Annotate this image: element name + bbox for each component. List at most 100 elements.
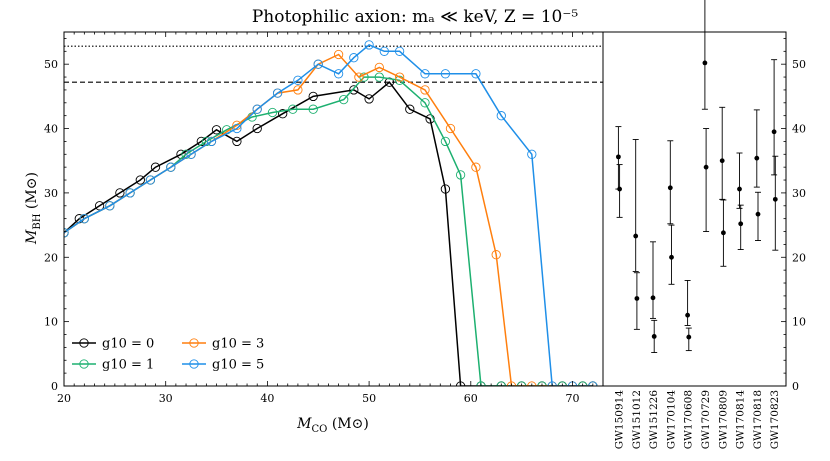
series-3-point — [105, 201, 115, 211]
legend-swatch-marker — [189, 359, 199, 369]
legend-label: g10 = 0 — [102, 337, 154, 352]
legend-swatch-marker — [79, 359, 89, 369]
right-y-tick-label: 30 — [792, 187, 806, 200]
gw-point-m1 — [633, 233, 639, 239]
series-3-point — [293, 75, 303, 85]
series-2-point — [354, 72, 364, 82]
y-tick-label: 40 — [44, 123, 58, 136]
gw-point-m1 — [737, 186, 742, 192]
series-2-point — [420, 85, 430, 95]
series-3-point — [471, 69, 481, 79]
y-axis-label: MBH (M⊙) — [24, 172, 43, 245]
series-0-point — [440, 184, 451, 194]
series-0-point — [94, 201, 105, 211]
gw-event-label: GW151012 — [631, 390, 643, 449]
legend-label: g10 = 5 — [212, 358, 264, 373]
main-plot-frame — [63, 31, 604, 387]
gw-event-label: GW150914 — [614, 390, 626, 450]
legend-swatch-marker — [189, 338, 199, 348]
gw-event-label: GW170814 — [735, 390, 747, 450]
right-y-tick-label: 40 — [792, 123, 806, 136]
gw-event-GW170729: GW170729 — [700, 0, 712, 449]
gw-point-m1 — [754, 155, 760, 161]
x-tick-label: 20 — [57, 392, 71, 405]
x-tick-label: 70 — [565, 392, 579, 405]
series-3-point — [333, 69, 344, 79]
series-0-point — [135, 175, 145, 185]
x-tick-label: 50 — [362, 392, 376, 405]
y-tick-label: 10 — [44, 316, 58, 329]
series-1-point — [420, 98, 430, 108]
series-1-point — [339, 94, 349, 105]
right-y-tick-label: 0 — [792, 380, 799, 393]
series-1-point — [267, 107, 278, 118]
x-tick-label: 40 — [260, 392, 274, 405]
x-axis-label: MCO (M⊙) — [296, 416, 369, 435]
series-1-point — [440, 136, 451, 147]
series-3-point — [252, 104, 262, 114]
series-line-0 — [64, 81, 593, 386]
legend-label: g10 = 1 — [102, 358, 154, 373]
gw-point-m2 — [772, 196, 778, 202]
gw-events-panel: 0 10 20 30 40 50 GW150914 GW151012 GW151226 GW170… — [602, 0, 806, 450]
gw-point-m2 — [617, 186, 622, 192]
right-y-tick-label: 50 — [792, 58, 806, 71]
gw-event-label: GW170729 — [700, 390, 712, 449]
gw-point-m1 — [685, 312, 690, 318]
series-1-point — [374, 72, 384, 82]
gw-point-m2 — [755, 211, 761, 217]
series-3-point — [186, 149, 196, 159]
gw-point-m2 — [669, 254, 674, 260]
y-tick-label: 50 — [44, 58, 58, 71]
series-0-point — [364, 94, 374, 104]
gw-event-label: GW170608 — [683, 390, 695, 449]
series-0-point — [150, 162, 161, 172]
right-y-tick-label: 20 — [792, 251, 806, 264]
series-2-point — [491, 250, 501, 260]
gw-event-label: GW151226 — [648, 390, 660, 450]
gw-event-label: GW170809 — [717, 390, 729, 449]
gw-event-GW170104: GW170104 — [665, 140, 677, 449]
right-y-tick-label: 10 — [792, 316, 806, 329]
gw-panel-frame — [602, 31, 787, 387]
gw-event-label: GW170823 — [769, 390, 781, 449]
series-0-point — [349, 85, 359, 95]
series-2-point — [293, 85, 303, 95]
series-0-point — [232, 136, 242, 147]
series-2-point — [445, 123, 456, 134]
legend-swatch-marker — [79, 338, 89, 348]
series-0-point — [211, 125, 222, 135]
series-3-point — [125, 188, 135, 198]
series-3-point — [379, 46, 389, 56]
series-3-point — [145, 175, 156, 185]
series-3-point — [64, 228, 69, 238]
series-3-point — [496, 111, 506, 121]
gw-point-m1 — [667, 185, 673, 191]
gw-point-m2 — [651, 334, 657, 339]
gw-event-GW170823: GW170823 — [769, 59, 781, 449]
gw-point-m2 — [634, 296, 640, 301]
gw-event-GW151226: GW151226 — [648, 241, 660, 450]
x-tick-label: 60 — [464, 392, 478, 405]
gw-point-m1 — [719, 158, 725, 164]
series-3-point — [166, 162, 176, 172]
series-0-point — [115, 188, 125, 198]
gw-point-m2 — [686, 334, 692, 340]
main-plot-panel: 20 30 40 50 60 70 0 10 20 30 40 50 — [44, 31, 604, 405]
y-tick-label: 30 — [44, 187, 58, 200]
chart-title: Photophilic axion: mₐ ≪ keV, Z = 10⁻⁵ — [252, 7, 578, 27]
series-2-point — [471, 162, 481, 172]
gw-point-m2 — [721, 230, 726, 236]
series-0-point — [252, 123, 262, 134]
legend: g10 = 0 g10 = 1 g10 = 3 g10 = 5 — [72, 337, 264, 373]
legend-label: g10 = 3 — [212, 337, 264, 352]
series-0-point — [405, 104, 415, 114]
series-3-point — [364, 40, 374, 50]
x-tick-label: 30 — [159, 392, 173, 405]
series-3-point — [420, 69, 430, 79]
gw-point-m2 — [738, 221, 744, 227]
gw-point-m1 — [650, 295, 656, 301]
y-tick-label: 20 — [44, 251, 58, 264]
gw-event-GW170809: GW170809 — [717, 106, 729, 449]
